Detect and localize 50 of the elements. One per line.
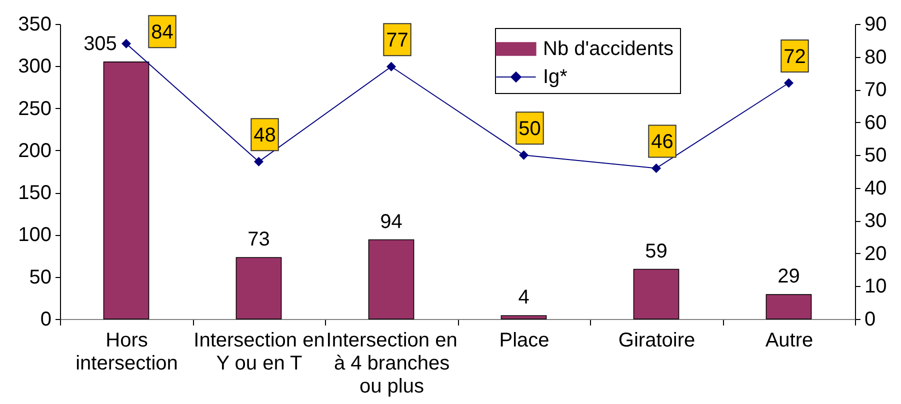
- y-tick-label: 0: [40, 308, 52, 330]
- y2-tick-label: 10: [864, 276, 887, 298]
- data-label: 48: [254, 124, 276, 147]
- point: [652, 163, 661, 173]
- y-tick-label: 150: [18, 182, 52, 204]
- y2-tick-label: 50: [864, 144, 887, 167]
- y2-tick-label: 40: [864, 177, 887, 200]
- y2-tick-label: 0: [864, 308, 876, 330]
- x-tick-label: Hors intersection: [76, 330, 178, 374]
- bar: [236, 257, 282, 320]
- y-tick-label: 250: [18, 98, 52, 120]
- y2-tick-label: 90: [864, 14, 887, 36]
- y2-tick-label: 80: [864, 46, 887, 68]
- y2-tick-label: 60: [864, 112, 887, 134]
- y2-tick-label: 20: [864, 242, 887, 265]
- y2-tick-label: 30: [864, 210, 887, 232]
- point: [386, 62, 396, 72]
- x-tick-label: Intersection en Y ou en T: [194, 330, 325, 374]
- point: [122, 38, 131, 48]
- point: [254, 156, 264, 166]
- data-label: 46: [651, 131, 674, 154]
- y-tick-label: 300: [18, 56, 52, 78]
- y2-tick-label: 70: [864, 79, 887, 102]
- legend-label: Nb d'accidents: [543, 38, 674, 60]
- x-tick-label: Place: [499, 330, 550, 352]
- x-tick-label: Giratoire: [618, 330, 696, 352]
- y-tick-label: 100: [18, 224, 52, 246]
- y-tick-label: 200: [18, 140, 52, 162]
- data-label: 29: [778, 266, 800, 288]
- bar: [633, 268, 680, 320]
- data-label: 84: [151, 22, 174, 44]
- bar: [766, 294, 812, 320]
- data-label: 59: [645, 240, 668, 262]
- data-label: 77: [386, 30, 408, 52]
- data-label: 4: [518, 286, 530, 309]
- data-label: 73: [248, 228, 270, 250]
- data-label: 50: [518, 118, 541, 140]
- bar: [368, 239, 414, 320]
- x-tick-label: Autre: [765, 330, 814, 352]
- data-label: 94: [380, 210, 402, 233]
- point: [519, 150, 528, 160]
- bar: [103, 62, 150, 320]
- y-tick-label: 50: [29, 266, 52, 288]
- point: [784, 78, 794, 88]
- x-tick-label: Intersection en à 4 branches ou plus: [326, 330, 458, 398]
- data-label: 72: [784, 46, 806, 68]
- bar: [500, 315, 547, 320]
- y-tick-label: 350: [18, 14, 52, 36]
- legend-label: Ig*: [543, 66, 568, 88]
- data-label: 305: [84, 32, 117, 55]
